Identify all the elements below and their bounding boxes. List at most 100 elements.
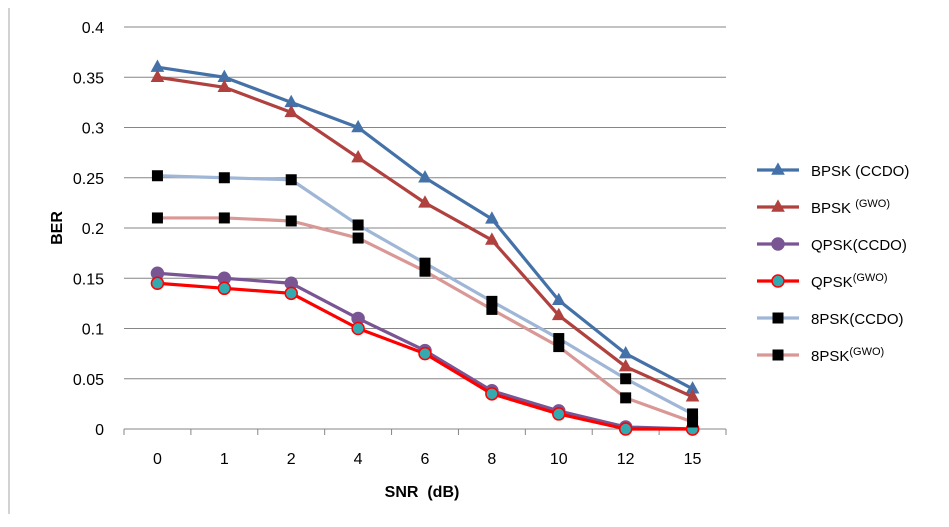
x-tick-label-8: 15	[684, 451, 702, 468]
data-point-1-4	[418, 195, 432, 208]
data-point-3-2	[284, 286, 298, 301]
data-point-5-3	[352, 232, 364, 244]
data-point-4-1	[218, 172, 230, 184]
series-lines	[150, 59, 700, 436]
legend-swatch-marker-0	[771, 162, 785, 175]
legend-entry-4: 8PSK(CCDO)	[757, 311, 904, 328]
data-point-3-6	[552, 407, 566, 421]
y-tick-label-4: 0.2	[82, 221, 104, 238]
axes: 00.050.10.150.20.250.30.350.40 1 2 4 6 8 10 12 1…	[73, 20, 727, 468]
legend-label-sup-5: (GWO)	[849, 346, 884, 358]
data-point-5-5	[486, 303, 498, 315]
legend-label-4: 8PSK(CCDO)	[811, 311, 904, 328]
x-tick-label-6: 10	[550, 451, 568, 468]
y-tick-label-7: 0.35	[73, 70, 104, 87]
x-axis-title: SNR (dB)	[385, 484, 460, 501]
data-point-0-8	[685, 381, 700, 394]
data-point-3-3	[351, 321, 365, 336]
legend-label-sup-3: (GWO)	[853, 272, 888, 284]
legend-entry-3: QPSK(GWO)	[757, 272, 888, 291]
data-point-3-7	[618, 422, 633, 436]
data-point-1-6	[551, 307, 566, 321]
legend-label-main-0: BPSK (CCDO)	[811, 163, 909, 180]
data-point-4-4	[419, 257, 431, 269]
data-point-3-1	[217, 281, 232, 296]
data-point-1-5	[485, 232, 499, 245]
legend: BPSK (CCDO)BPSK (GWO)QPSK(CCDO)QPSK(GWO)…	[757, 162, 909, 365]
series-4	[151, 170, 699, 420]
y-tick-label-5: 0.25	[73, 171, 104, 188]
data-point-0-3	[351, 119, 365, 133]
data-point-5-2	[285, 215, 297, 227]
legend-label-main-4: 8PSK(CCDO)	[811, 311, 904, 328]
x-tick-label-2: 2	[287, 451, 296, 468]
legend-entry-1: BPSK (GWO)	[757, 198, 890, 217]
data-point-3-4	[418, 346, 432, 361]
y-tick-label-6: 0.3	[82, 121, 104, 138]
legend-entry-0: BPSK (CCDO)	[757, 162, 909, 180]
data-point-4-0	[151, 170, 163, 182]
data-point-4-2	[285, 174, 297, 186]
data-point-1-8	[685, 389, 700, 402]
x-tick-label-0: 0	[153, 451, 162, 468]
data-point-1-7	[618, 359, 633, 372]
y-axis-title: BER	[49, 211, 66, 245]
series-1	[150, 69, 700, 402]
data-point-1-0	[150, 69, 165, 82]
data-point-1-2	[284, 104, 299, 118]
data-point-4-8	[687, 408, 699, 420]
legend-label-5: 8PSK(GWO)	[811, 346, 884, 365]
x-tick-label-3: 4	[354, 451, 363, 468]
legend-label-sup-1: (GWO)	[855, 198, 890, 210]
x-tick-label-7: 12	[617, 451, 635, 468]
legend-label-main-1: BPSK	[811, 200, 855, 217]
series-5	[151, 212, 699, 428]
y-tick-label-8: 0.4	[82, 20, 104, 37]
data-point-0-6	[551, 292, 566, 306]
y-tick-label-0: 0	[95, 422, 104, 439]
data-point-5-8	[687, 416, 699, 428]
data-point-5-7	[620, 392, 632, 404]
data-point-4-7	[620, 373, 632, 385]
data-point-5-6	[553, 341, 565, 353]
legend-label-main-3: QPSK	[811, 274, 853, 291]
series-line-4	[157, 174, 694, 416]
data-point-0-0	[150, 59, 165, 72]
legend-label-2: QPSK(CCDO)	[811, 237, 907, 254]
data-point-3-5	[485, 387, 499, 401]
legend-swatch-marker-2	[771, 237, 785, 251]
x-tick-label-4: 6	[421, 451, 430, 468]
data-point-0-7	[618, 345, 633, 359]
x-tick-label-1: 1	[220, 451, 229, 468]
y-tick-label-3: 0.15	[73, 271, 104, 288]
data-point-0-1	[217, 69, 232, 82]
legend-swatch-marker-4	[772, 312, 784, 324]
legend-label-main-5: 8PSK	[811, 348, 849, 365]
data-point-5-0	[151, 212, 163, 224]
legend-label-main-2: QPSK(CCDO)	[811, 237, 907, 254]
y-tick-label-1: 0.05	[73, 372, 104, 389]
legend-swatch-marker-5	[772, 349, 784, 361]
legend-label-0: BPSK (CCDO)	[811, 163, 909, 180]
legend-swatch-marker-3	[771, 274, 785, 288]
legend-label-1: BPSK (GWO)	[811, 198, 890, 217]
data-point-1-3	[351, 149, 365, 163]
data-point-3-0	[150, 276, 165, 291]
legend-entry-5: 8PSK(GWO)	[757, 346, 884, 365]
x-tick-label-5: 8	[487, 451, 496, 468]
series-3	[150, 276, 700, 436]
data-point-5-1	[218, 212, 230, 224]
data-point-4-5	[486, 295, 498, 307]
data-point-0-2	[284, 94, 299, 108]
data-point-4-3	[352, 219, 364, 231]
legend-entry-2: QPSK(CCDO)	[757, 237, 907, 254]
legend-swatch-marker-1	[771, 199, 785, 212]
data-point-0-5	[485, 211, 499, 224]
data-point-1-1	[217, 79, 232, 92]
legend-label-3: QPSK(GWO)	[811, 272, 888, 291]
data-point-4-6	[553, 333, 565, 345]
series-line-5	[157, 216, 694, 424]
series-0	[150, 59, 700, 394]
